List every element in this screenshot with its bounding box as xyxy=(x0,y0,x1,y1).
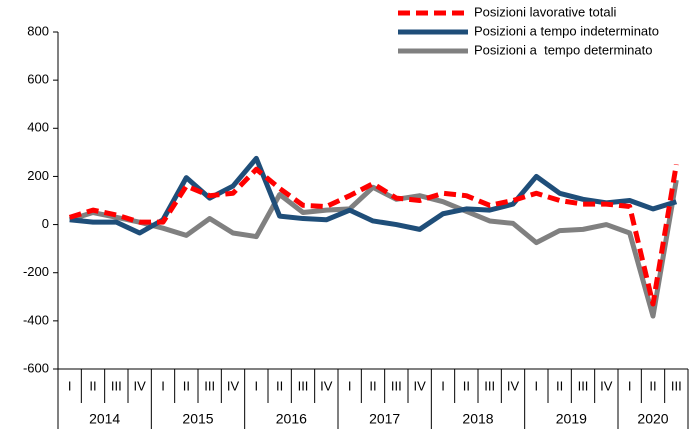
x-tick-label: IV xyxy=(414,378,427,393)
x-tick-label: III xyxy=(111,378,122,393)
x-tick-label: IV xyxy=(600,378,613,393)
series-line xyxy=(68,163,679,307)
x-tick-label: III xyxy=(484,378,495,393)
x-tick-label: IV xyxy=(134,378,147,393)
x-tick-label: II xyxy=(183,378,190,393)
x-tick-label: I xyxy=(441,378,445,393)
x-tick-label: III xyxy=(204,378,215,393)
year-label: 2014 xyxy=(89,411,120,427)
x-tick-label: III xyxy=(671,378,682,393)
legend-label: Posizioni a tempo determinato xyxy=(474,42,652,57)
x-tick-label: I xyxy=(348,378,352,393)
x-tick-label: II xyxy=(649,378,656,393)
year-label: 2019 xyxy=(556,411,587,427)
x-tick-label: III xyxy=(391,378,402,393)
x-tick-label: II xyxy=(369,378,376,393)
y-tick-label: 400 xyxy=(27,120,49,135)
year-label: 2017 xyxy=(369,411,400,427)
year-label: 2015 xyxy=(182,411,213,427)
x-tick-label: I xyxy=(68,378,72,393)
y-tick-label: 200 xyxy=(27,168,49,183)
x-tick-label: IV xyxy=(227,378,240,393)
year-label: 2016 xyxy=(276,411,307,427)
legend-label: Posizioni lavorative totali xyxy=(474,4,616,19)
x-tick-label: II xyxy=(276,378,283,393)
x-tick-label: II xyxy=(556,378,563,393)
legend-label: Posizioni a tempo indeterminato xyxy=(474,23,659,38)
x-tick-label: III xyxy=(298,378,309,393)
x-tick-label: I xyxy=(161,378,165,393)
x-tick-label: I xyxy=(628,378,632,393)
year-label: 2020 xyxy=(637,411,668,427)
x-tick-label: IV xyxy=(320,378,333,393)
series-line xyxy=(68,179,679,319)
y-tick-label: 0 xyxy=(42,216,49,231)
y-tick-label: 800 xyxy=(27,23,49,38)
x-tick-label: II xyxy=(463,378,470,393)
y-tick-label: 600 xyxy=(27,72,49,87)
y-tick-label: -400 xyxy=(23,312,49,327)
y-tick-label: -600 xyxy=(23,360,49,375)
x-tick-label: I xyxy=(255,378,259,393)
year-label: 2018 xyxy=(462,411,493,427)
x-tick-label: I xyxy=(535,378,539,393)
y-tick-label: -200 xyxy=(23,264,49,279)
x-tick-label: IV xyxy=(507,378,520,393)
x-tick-label: III xyxy=(578,378,589,393)
x-tick-label: II xyxy=(89,378,96,393)
